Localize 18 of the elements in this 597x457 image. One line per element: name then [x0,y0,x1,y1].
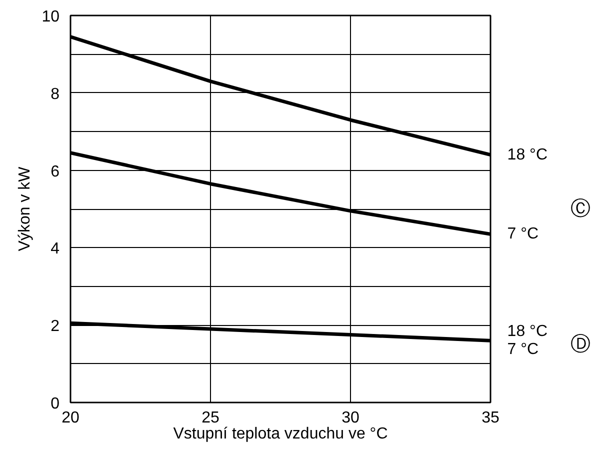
x-tick-label: 35 [482,410,500,426]
y-tick-label: 10 [42,8,60,26]
y-tick-label: 6 [50,163,60,180]
text: Ⓓ [570,333,590,356]
text: Ⓒ [570,198,590,220]
annotation: 7 °C [507,341,539,358]
y-axis-title: Výkon v kW [16,166,34,252]
x-tick-label: 30 [342,410,360,426]
annotation: 18 °C [507,323,548,340]
series-label: 18 °C [507,146,548,164]
y-tick-label: 4 [50,240,60,258]
y-tick-label: 2 [50,318,60,336]
x-axis-title: Vstupní teplota vzduchu ve °C [173,426,388,442]
series-label: 7 °C [507,226,539,243]
x-tick-label: 20 [62,410,80,426]
x-tick-label: 25 [202,410,220,426]
y-tick-label: 8 [50,86,60,103]
y-tick-label: 0 [50,396,60,412]
